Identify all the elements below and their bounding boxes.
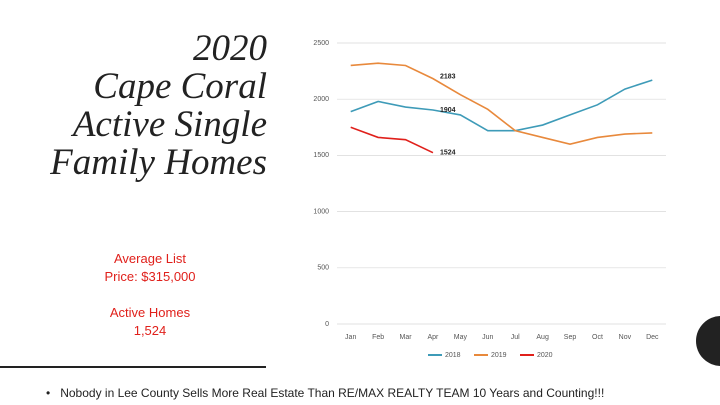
x-tick-label: Jun (482, 334, 493, 341)
y-tick-label: 1000 (313, 208, 329, 215)
title-line: 2020 (193, 28, 267, 69)
stat-text: Average List (113, 251, 187, 266)
data-label: 1524 (440, 150, 456, 157)
y-tick-label: 2500 (313, 40, 329, 47)
stat-text: Active Homes (109, 305, 191, 320)
slide-title: 2020 Cape Coral Active Single Family Hom… (50, 30, 267, 182)
x-tick-label: Jul (511, 334, 520, 341)
stat-text: 1,524 (133, 323, 167, 338)
x-tick-label: Jan (345, 334, 356, 341)
legend-label: 2019 (491, 352, 507, 359)
series-line (350, 126, 434, 154)
x-tick-label: May (454, 334, 468, 341)
x-tick-label: Mar (400, 334, 413, 341)
data-label: 2183 (440, 73, 456, 80)
series-line (350, 62, 653, 145)
series-line (350, 79, 653, 132)
title-line: Cape Coral (93, 66, 267, 107)
x-tick-label: Nov (619, 334, 632, 341)
title-line: Active Single (72, 104, 267, 145)
title-line: Family Homes (50, 142, 267, 183)
y-tick-label: 2000 (313, 96, 329, 103)
x-tick-label: Sep (564, 334, 577, 341)
stat-text: Price: $315,000 (104, 269, 196, 284)
data-label: 1904 (440, 107, 456, 114)
y-tick-label: 0 (325, 321, 329, 328)
x-tick-label: Apr (428, 334, 440, 341)
y-tick-label: 500 (317, 265, 329, 272)
footer: • Nobody in Lee County Sells More Real E… (46, 386, 605, 400)
legend-label: 2020 (537, 352, 553, 359)
divider (0, 366, 266, 368)
legend-label: 2018 (445, 352, 461, 359)
x-tick-label: Aug (536, 334, 549, 341)
x-tick-label: Oct (592, 334, 603, 341)
footer-text: Nobody in Lee County Sells More Real Est… (60, 386, 605, 400)
x-tick-label: Dec (646, 334, 659, 341)
y-tick-label: 1500 (313, 152, 329, 159)
x-tick-label: Feb (372, 334, 384, 341)
stats: Average List Price: $315,000 Active Home… (60, 250, 240, 340)
